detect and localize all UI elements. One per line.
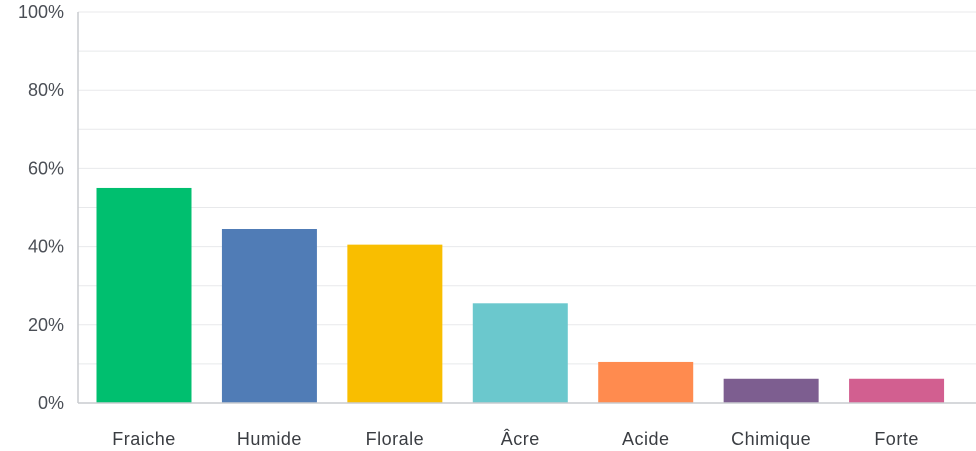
x-tick-label: Fraiche <box>112 429 176 449</box>
y-tick-label: 100% <box>18 2 64 22</box>
bar-âcre[interactable] <box>472 303 568 403</box>
x-tick-labels: Fraiche Humide Florale Âcre Acide Chimique For… <box>112 429 919 449</box>
bar-humide[interactable] <box>221 229 317 403</box>
y-tick-label: 40% <box>28 237 64 257</box>
y-tick-label: 80% <box>28 80 64 100</box>
bar-forte[interactable] <box>849 378 945 403</box>
y-tick-label: 20% <box>28 315 64 335</box>
x-tick-label: Humide <box>237 429 302 449</box>
x-tick-label: Acide <box>622 429 670 449</box>
bar-acide[interactable] <box>598 361 694 403</box>
bar-fraiche[interactable] <box>96 187 192 403</box>
x-tick-label: Forte <box>874 429 919 449</box>
y-tick-label: 0% <box>38 393 64 413</box>
y-tick-labels: 0% 20% 40% 60% 80% 100% <box>18 2 64 413</box>
y-tick-label: 60% <box>28 158 64 178</box>
x-tick-label: Florale <box>366 429 425 449</box>
bar-chimique[interactable] <box>723 378 819 403</box>
x-tick-label: Chimique <box>731 429 811 449</box>
bar-florale[interactable] <box>347 244 443 403</box>
bars <box>96 187 945 403</box>
x-tick-label: Âcre <box>501 429 540 449</box>
